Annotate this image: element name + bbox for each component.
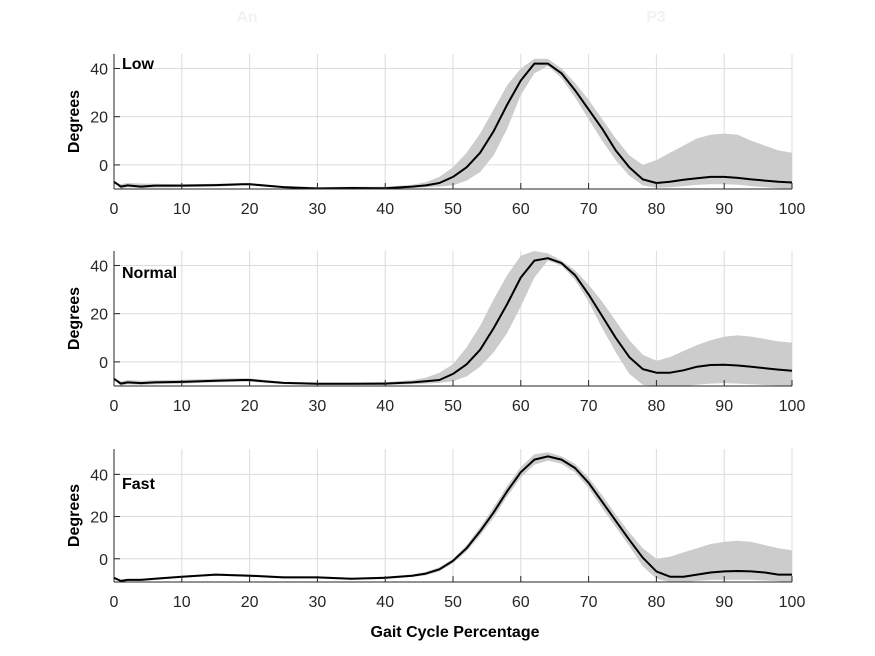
y-tick-label: 20 [90,510,108,527]
x-axis-label: Gait Cycle Percentage [371,624,540,641]
x-tick-label: 100 [779,398,806,415]
mean-angle-line [113,455,792,582]
variability-band [114,251,792,386]
x-tick-label: 10 [173,594,191,611]
x-tick-label: 60 [512,594,530,611]
y-axis-label: Degrees [66,90,83,153]
y-axis-label: Degrees [66,287,83,350]
panel-normal: 0 10 20 30 40 50 60 70 80 90 100 0 20 40 Degrees Normal [66,251,805,415]
panel-speed-label: Low [122,56,155,73]
panel-speed-label: Normal [122,265,177,282]
panel-low: 0 10 20 30 40 50 60 70 80 90 100 0 20 40 Degrees Low [66,54,805,218]
x-tick-label: 30 [309,594,327,611]
x-tick-label: 70 [580,594,598,611]
mean-angle-line [113,257,793,385]
x-tick-label: 100 [779,594,806,611]
x-tick-label: 50 [444,594,462,611]
x-tick-label: 40 [376,594,394,611]
variability-band [114,58,792,189]
x-tick-label: 10 [173,398,191,415]
x-tick-label: 30 [309,398,327,415]
y-tick-label: 20 [90,307,108,324]
y-axis-label: Degrees [66,484,83,547]
x-tick-label: 20 [241,201,259,218]
x-tick-label: 10 [173,201,191,218]
x-tick-label: 40 [376,201,394,218]
x-tick-label: 80 [648,594,666,611]
variability-band [114,452,792,582]
x-tick-label: 70 [580,398,598,415]
x-tick-label: 50 [444,201,462,218]
y-tick-label: 0 [99,158,108,175]
panel-speed-label: Fast [122,476,156,493]
x-tick-label: 60 [512,398,530,415]
x-tick-label: 90 [715,594,733,611]
x-tick-label: 40 [376,398,394,415]
faded-title-right: P3 [646,9,666,26]
x-tick-label: 70 [580,201,598,218]
y-tick-label: 0 [99,552,108,569]
x-tick-label: 30 [309,201,327,218]
x-tick-label: 20 [241,594,259,611]
faded-title-left: An [236,9,257,26]
y-tick-label: 20 [90,110,108,127]
y-tick-label: 40 [90,61,108,78]
x-tick-label: 100 [779,201,806,218]
x-tick-label: 20 [241,398,259,415]
x-tick-label: 90 [715,201,733,218]
x-tick-label: 0 [110,594,119,611]
y-tick-label: 40 [90,467,108,484]
x-tick-label: 90 [715,398,733,415]
x-tick-label: 0 [110,398,119,415]
x-tick-label: 80 [648,201,666,218]
panel-fast: 0 10 20 30 40 50 60 70 80 90 100 0 20 40 Degrees Fast [66,449,805,611]
x-tick-label: 0 [110,201,119,218]
mean-angle-line [113,62,793,190]
x-tick-label: 60 [512,201,530,218]
x-tick-label: 50 [444,398,462,415]
y-tick-label: 0 [99,355,108,372]
y-tick-label: 40 [90,258,108,275]
x-tick-label: 80 [648,398,666,415]
